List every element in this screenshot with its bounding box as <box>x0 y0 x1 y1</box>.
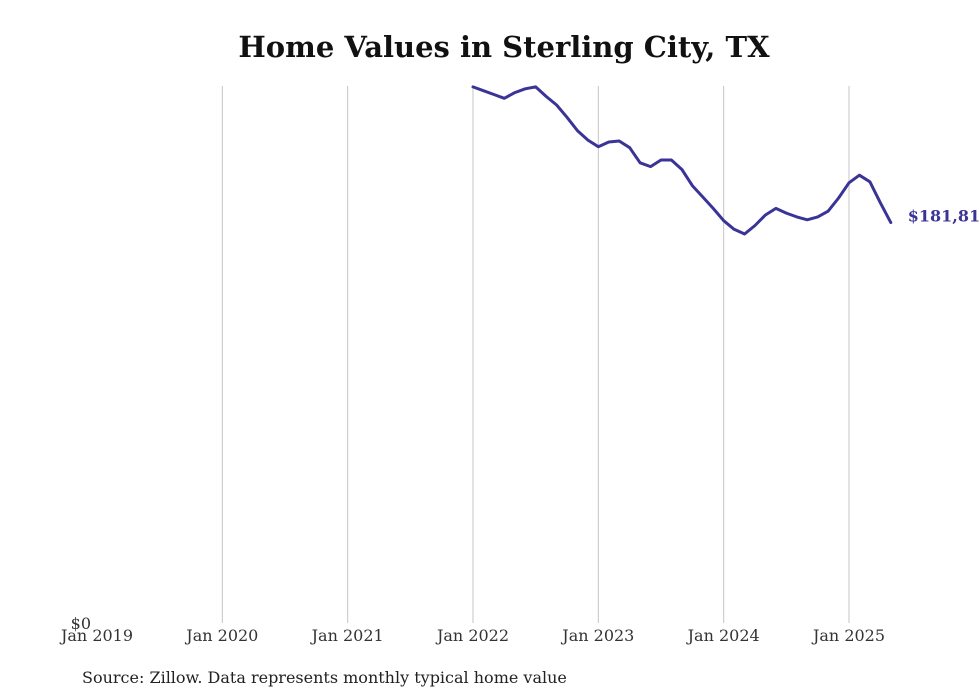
chart-title: Home Values in Sterling City, TX <box>238 30 770 64</box>
y-tick-label: $0 <box>71 614 91 633</box>
x-tick-label: Jan 2023 <box>560 626 634 645</box>
series-line <box>471 85 893 236</box>
end-value-label: $181,81 <box>908 207 980 226</box>
x-tick-label: Jan 2019 <box>59 626 133 645</box>
x-tick-label: Jan 2024 <box>686 626 760 645</box>
x-tick-label: Jan 2025 <box>811 626 885 645</box>
x-tick-label: Jan 2021 <box>310 626 384 645</box>
x-tick-label: Jan 2020 <box>184 626 258 645</box>
x-tick-label: Jan 2022 <box>435 626 509 645</box>
source-note: Source: Zillow. Data represents monthly … <box>82 668 567 687</box>
